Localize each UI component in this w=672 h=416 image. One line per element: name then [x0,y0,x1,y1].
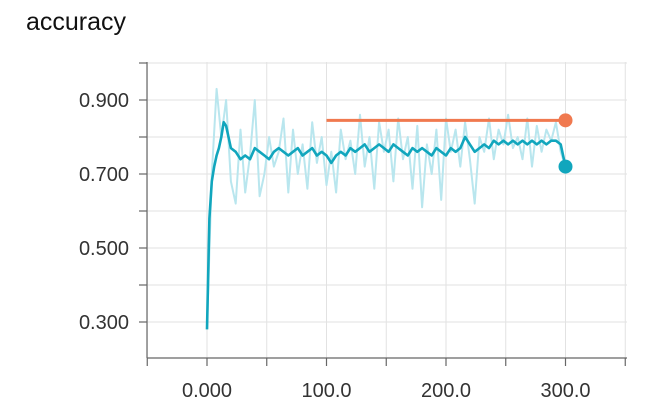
x-tick-label: 0.000 [182,380,232,402]
raw-series-line [206,87,567,330]
chart-title: accuracy [26,8,127,36]
smoothed-series-line [205,120,567,330]
y-tick-label: 0.900 [79,90,129,112]
reference-series-end-point [558,113,573,128]
y-tick-label: 0.500 [79,238,129,260]
y-tick-label: 0.700 [79,164,129,186]
x-tick-label: 300.0 [540,380,590,402]
axes [139,62,627,366]
raw-series-layer [206,87,567,330]
x-tick-label: 100.0 [301,380,351,402]
reference-series-layer [326,113,573,128]
x-tick-label: 200.0 [421,380,471,402]
smoothed-series-end-point [558,159,573,174]
smoothed-series-layer [205,120,573,330]
y-tick-label: 0.300 [79,312,129,334]
tick-labels: 0.000 100.0 200.0 300.0 0.900 0.700 0.500 0.300 [79,90,591,402]
